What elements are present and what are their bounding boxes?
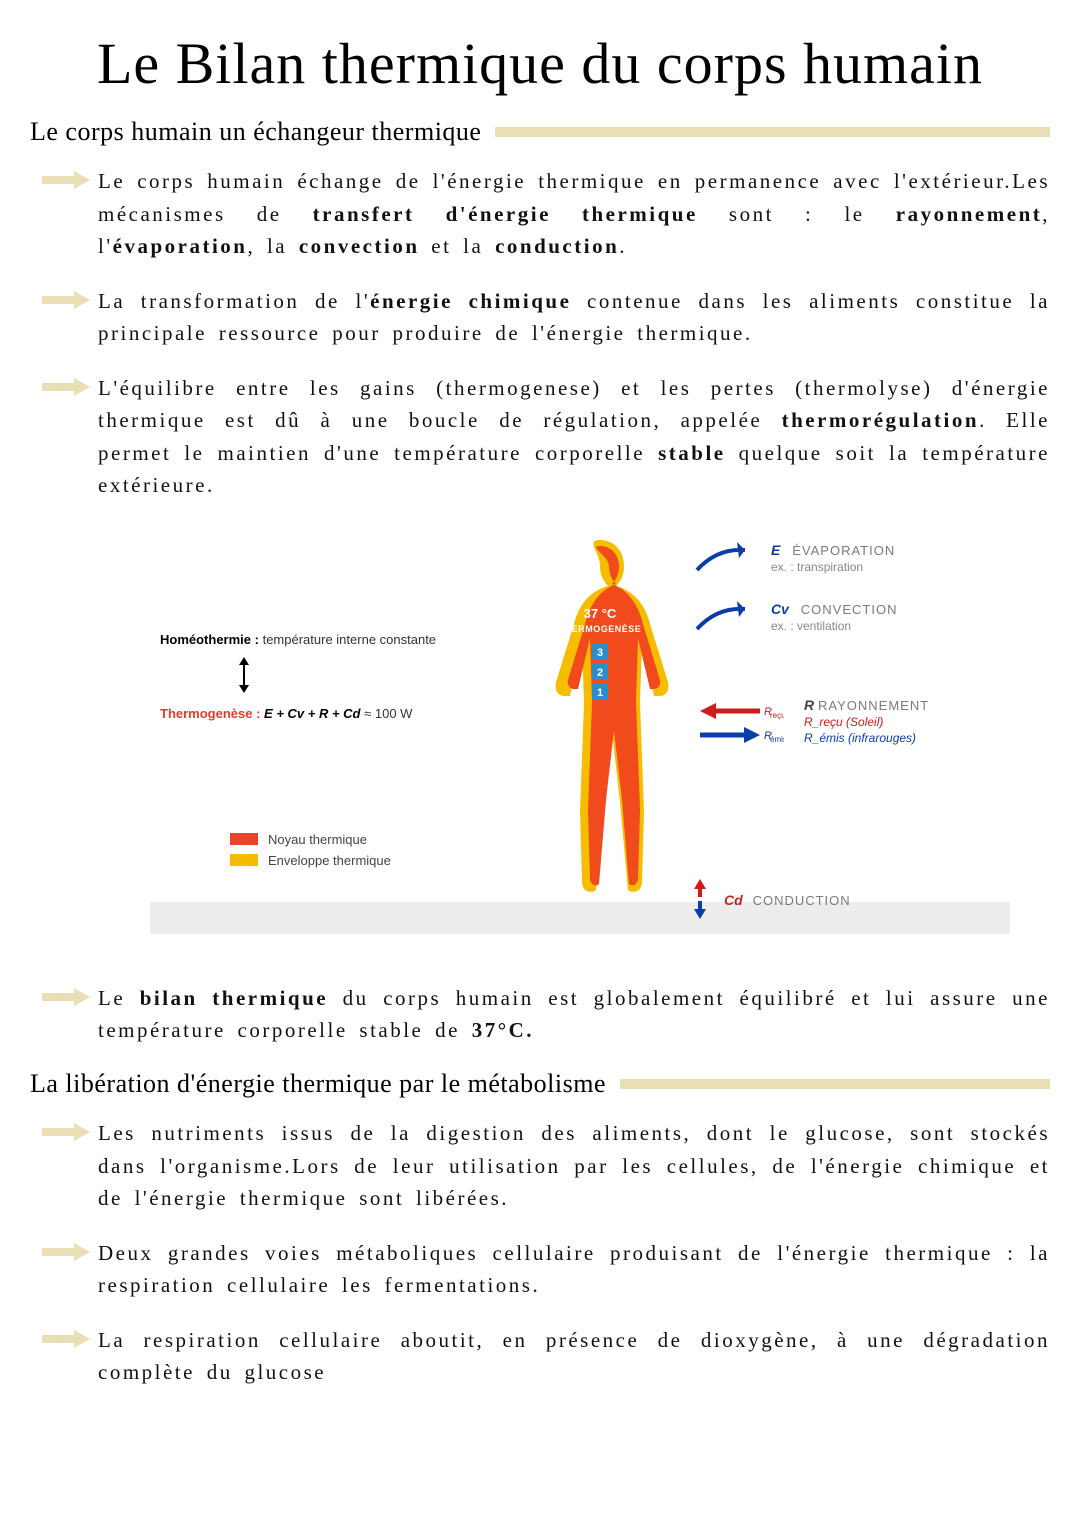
svg-text:reçu: reçu: [770, 711, 784, 720]
section1-heading: Le corps humain un échangeur thermique: [30, 117, 1050, 147]
evap-code: E: [771, 542, 780, 558]
core-temp-text: 37 °C: [584, 606, 617, 621]
cd-arrow-icon: [690, 877, 710, 924]
section2-heading: La libération d'énergie thermique par le…: [30, 1069, 1050, 1099]
bullet-text: Deux grandes voies métaboliques cellulai…: [98, 1237, 1050, 1302]
bullet-item: La respiration cellulaire aboutit, en pr…: [42, 1324, 1050, 1389]
conv-sub: ex. : ventilation: [771, 619, 851, 633]
thermogenese-value: ≈ 100 W: [364, 706, 412, 721]
bullet-item: Deux grandes voies métaboliques cellulai…: [42, 1237, 1050, 1302]
conduction-row: Cd CONDUCTION: [690, 877, 851, 924]
bullet-text: Le bilan thermique du corps humain est g…: [98, 982, 1050, 1047]
thermoregulation-diagram: Homéothermie : température interne const…: [150, 532, 1010, 952]
thermogenese-line: Thermogenèse : E + Cv + R + Cd ≈ 100 W: [160, 706, 470, 721]
cd-main: CONDUCTION: [753, 893, 851, 908]
thermogenese-label: Thermogenèse :: [160, 706, 260, 721]
thermogenese-vars: E + Cv + R + Cd: [264, 706, 360, 721]
bullet-item: Le bilan thermique du corps humain est g…: [42, 982, 1050, 1047]
legend-row: Noyau thermique: [230, 832, 391, 847]
evap-main: ÉVAPORATION: [792, 543, 895, 558]
bullet-arrow-icon: [42, 372, 98, 396]
evap-row: E ÉVAPORATION ex. : transpiration: [695, 542, 897, 579]
svg-text:3: 3: [597, 647, 603, 659]
homeothermie-label: Homéothermie :: [160, 632, 259, 647]
bullet-arrow-icon: [42, 1237, 98, 1261]
bullet-text: Les nutriments issus de la digestion des…: [98, 1117, 1050, 1215]
diagram-left-block: Homéothermie : température interne const…: [160, 632, 470, 721]
legend-label: Enveloppe thermique: [268, 853, 391, 868]
conv-row: Cv CONVECTION ex. : ventilation: [695, 601, 897, 638]
bullet-item: La transformation de l'énergie chimique …: [42, 285, 1050, 350]
svg-text:2: 2: [597, 667, 603, 679]
svg-text:émis: émis: [770, 735, 784, 744]
section2-heading-rule: [624, 1079, 1050, 1089]
r-main: RAYONNEMENT: [818, 698, 929, 713]
legend-swatch: [230, 854, 258, 866]
section1-heading-label: Le corps humain un échangeur thermique: [30, 117, 481, 147]
bullet-arrow-icon: [42, 982, 98, 1006]
bullet-item: Les nutriments issus de la digestion des…: [42, 1117, 1050, 1215]
bullet-text: Le corps humain échange de l'énergie the…: [98, 165, 1050, 263]
updown-arrow-icon: [235, 657, 470, 696]
page-title: Le Bilan thermique du corps humain: [30, 30, 1050, 97]
human-body-figure: 37 °C THERMOGENÈSE 3 2 1: [520, 532, 680, 902]
bullet-arrow-icon: [42, 285, 98, 309]
bullet-text: La transformation de l'énergie chimique …: [98, 285, 1050, 350]
homeothermie-value: température interne constante: [263, 632, 436, 647]
legend-row: Enveloppe thermique: [230, 853, 391, 868]
r-sub2: R_émis (infrarouges): [804, 731, 916, 745]
bullet-text: L'équilibre entre les gains (thermogenes…: [98, 372, 1050, 502]
diagram-right-labels: E ÉVAPORATION ex. : transpiration Cv CON…: [695, 542, 897, 660]
core-sub-text: THERMOGENÈSE: [559, 624, 642, 634]
evap-sub: ex. : transpiration: [771, 560, 863, 574]
bullet-arrow-icon: [42, 1117, 98, 1141]
legend-label: Noyau thermique: [268, 832, 367, 847]
rayonnement-row: R reçu R émis R RAYONNEMENT R_reçu (Sole…: [690, 697, 929, 756]
arrow-out-icon: [695, 542, 765, 579]
r-sub1: R_reçu (Soleil): [804, 715, 883, 729]
arrow-out-icon: [695, 601, 765, 638]
homeothermie-line: Homéothermie : température interne const…: [160, 632, 470, 647]
svg-text:1: 1: [597, 687, 603, 699]
cd-code: Cd: [724, 892, 743, 908]
r-code: R: [804, 697, 814, 713]
conv-main: CONVECTION: [801, 602, 898, 617]
bullet-text: La respiration cellulaire aboutit, en pr…: [98, 1324, 1050, 1389]
diagram-legend: Noyau thermique Enveloppe thermique: [230, 832, 391, 874]
legend-swatch: [230, 833, 258, 845]
bullet-arrow-icon: [42, 1324, 98, 1348]
bullet-item: Le corps humain échange de l'énergie the…: [42, 165, 1050, 263]
r-arrows-icon: R reçu R émis: [690, 697, 784, 756]
section2-heading-label: La libération d'énergie thermique par le…: [30, 1069, 606, 1099]
bullet-item: L'équilibre entre les gains (thermogenes…: [42, 372, 1050, 502]
core-squares: 3 2 1: [592, 644, 608, 700]
diagram-ground: [150, 902, 1010, 934]
bullet-arrow-icon: [42, 165, 98, 189]
section1-heading-rule: [499, 127, 1050, 137]
conv-code: Cv: [771, 601, 789, 617]
